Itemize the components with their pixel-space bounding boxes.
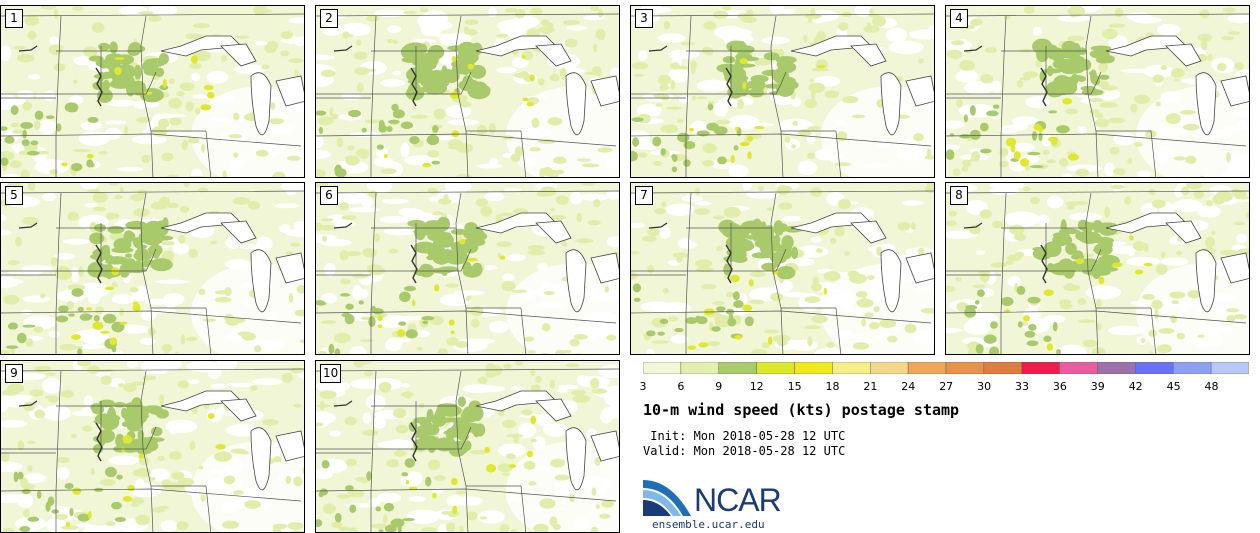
color-scale-segment — [1135, 362, 1174, 374]
color-scale-segment — [794, 362, 833, 374]
color-scale-segment — [1059, 362, 1098, 374]
ensemble-member-map: 4 — [945, 5, 1250, 178]
color-scale-tick-label: 48 — [1204, 380, 1219, 393]
color-scale-segment — [870, 362, 909, 374]
ncar-logo-wordmark: NCAR — [694, 482, 782, 518]
color-scale-tick-label: 33 — [1015, 380, 1029, 393]
ensemble-member-map: 1 — [0, 5, 305, 178]
color-scale-tick-label: 42 — [1128, 380, 1143, 393]
color-scale-segment — [945, 362, 985, 374]
color-scale-tick-label: 27 — [939, 380, 954, 393]
member-number-label: 8 — [950, 186, 968, 205]
ensemble-member-map: 9 — [0, 360, 305, 533]
color-scale-tick-label: 12 — [749, 380, 764, 393]
member-number-label: 5 — [5, 186, 23, 205]
color-scale-labels: 3 6 9 12 15 18 21 24 27 30 33 36 39 42 45 48 — [633, 380, 1253, 394]
color-scale-segment — [643, 362, 682, 374]
color-scale-tick-label: 3 — [639, 380, 647, 393]
wind-speed-map — [316, 183, 619, 354]
wind-speed-map — [631, 183, 934, 354]
ensemble-member-map: 10 — [315, 360, 620, 533]
color-scale-segment — [1173, 362, 1212, 374]
logo-url: ensemble.ucar.edu — [652, 518, 765, 531]
ensemble-member-map: 7 — [630, 182, 935, 355]
color-scale-tick-label: 45 — [1166, 380, 1181, 393]
member-number-label: 1 — [5, 9, 23, 28]
valid-time: Valid: Mon 2018-05-28 12 UTC — [643, 444, 846, 458]
member-number-label: 4 — [950, 9, 968, 28]
color-scale-segment — [983, 362, 1022, 374]
wind-speed-map — [316, 6, 619, 177]
color-scale-segment — [680, 362, 719, 374]
color-scale-tick-label: 6 — [677, 380, 685, 393]
color-scale-segment — [1097, 362, 1136, 374]
color-scale-tick-label: 18 — [825, 380, 840, 393]
wind-speed-map — [1, 6, 304, 177]
color-scale-tick-label: 30 — [977, 380, 992, 393]
wind-speed-map — [316, 361, 619, 532]
color-scale-tick-label: 21 — [863, 380, 878, 393]
color-scale-segment — [1210, 362, 1249, 374]
wind-speed-map — [631, 6, 934, 177]
color-scale-tick-label: 15 — [787, 380, 802, 393]
member-number-label: 10 — [320, 364, 342, 383]
member-number-label: 6 — [320, 186, 338, 205]
color-scale-bar — [643, 362, 1249, 374]
ensemble-member-map: 8 — [945, 182, 1250, 355]
color-scale-tick-label: 36 — [1052, 380, 1067, 393]
member-number-label: 7 — [635, 186, 653, 205]
member-number-label: 2 — [320, 9, 338, 28]
ensemble-member-map: 2 — [315, 5, 620, 178]
color-scale-segment — [718, 362, 757, 374]
init-time: Init: Mon 2018-05-28 12 UTC — [643, 429, 846, 443]
color-scale-segment — [1021, 362, 1060, 374]
member-number-label: 9 — [5, 364, 23, 383]
color-scale-segment — [832, 362, 871, 374]
ensemble-member-map: 3 — [630, 5, 935, 178]
wind-speed-map — [1, 183, 304, 354]
wind-speed-map — [946, 6, 1249, 177]
ensemble-member-map: 5 — [0, 182, 305, 355]
wind-speed-map — [946, 183, 1249, 354]
ensemble-member-map: 6 — [315, 182, 620, 355]
color-scale-tick-label: 24 — [901, 380, 916, 393]
color-scale-tick-label: 39 — [1090, 380, 1105, 393]
color-scale-segment — [756, 362, 795, 374]
color-scale-segment — [907, 362, 947, 374]
wind-speed-map — [1, 361, 304, 532]
color-scale-tick-label: 9 — [715, 380, 723, 393]
member-number-label: 3 — [635, 9, 653, 28]
map-title: 10-m wind speed (kts) postage stamp — [643, 401, 960, 419]
ncar-logo-icon — [643, 480, 691, 516]
